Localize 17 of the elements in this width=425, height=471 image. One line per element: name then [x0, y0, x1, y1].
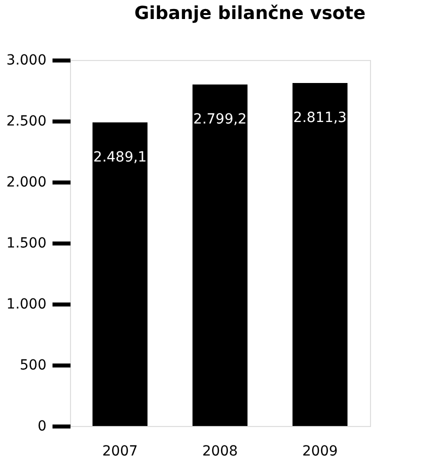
y-tick-label: 0: [38, 418, 46, 434]
data-label: 2.811,3: [293, 110, 347, 126]
data-label: 2.799,2: [193, 112, 247, 128]
x-tick-label: 2009: [302, 444, 338, 460]
y-tick-label: 3.000: [6, 52, 46, 68]
x-tick-label: 2007: [102, 444, 138, 460]
x-tick-label: 2008: [202, 444, 238, 460]
chart-title: Gibanje bilančne vsote: [134, 3, 366, 24]
y-tick-label: 2.500: [6, 114, 46, 130]
data-label: 2.489,1: [93, 149, 147, 166]
y-tick-label: 1.500: [6, 236, 46, 252]
y-tick-label: 2.000: [6, 174, 46, 190]
y-tick-label: 500: [20, 358, 46, 374]
bar: [192, 84, 248, 426]
bar: [292, 83, 348, 426]
bar: [92, 122, 148, 426]
y-tick-label: 1.000: [6, 296, 46, 312]
